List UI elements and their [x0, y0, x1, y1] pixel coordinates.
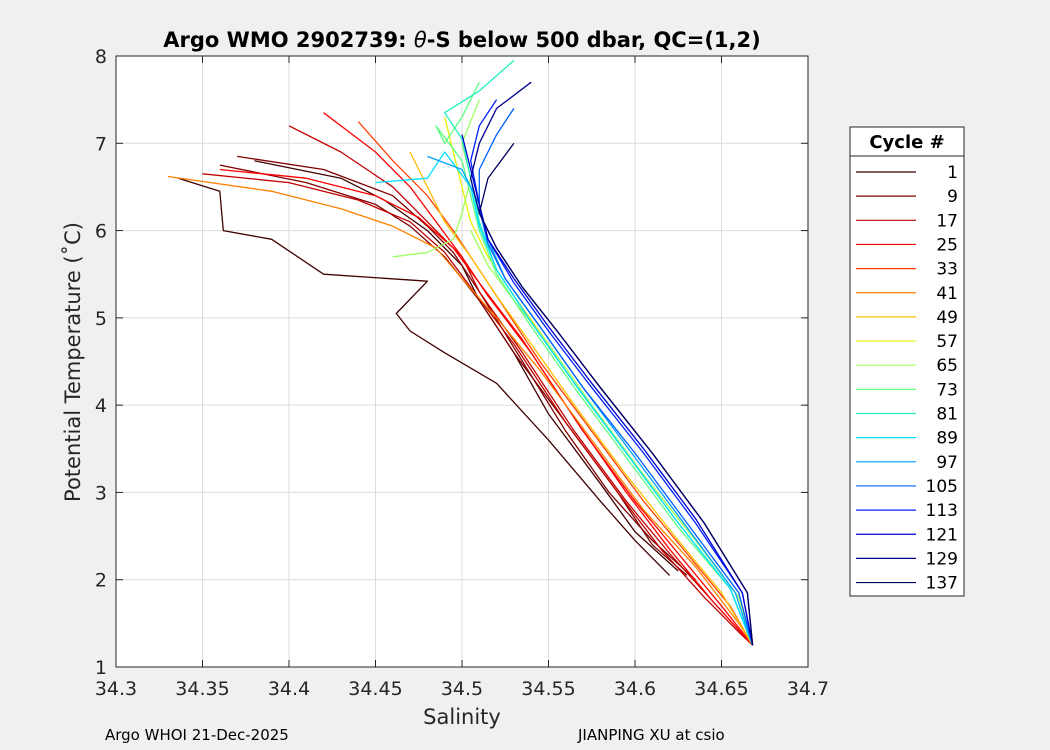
- legend-title: Cycle #: [869, 132, 944, 153]
- series-line-cycle-65: [392, 99, 480, 258]
- legend-label: 97: [936, 453, 958, 473]
- legend-label: 73: [936, 380, 958, 400]
- series-line-cycle-1: [178, 177, 671, 576]
- legend-label: 65: [936, 356, 958, 376]
- y-tick-label: 7: [95, 133, 107, 155]
- series-line-cycle-73: [435, 81, 754, 646]
- legend-label: 17: [936, 211, 958, 231]
- series-line-cycle-89: [375, 151, 754, 646]
- series-group: [167, 59, 754, 646]
- tick-marks: [115, 55, 809, 668]
- legend-label: 57: [936, 332, 958, 352]
- legend-box: [849, 126, 965, 597]
- legend-label: 41: [936, 284, 958, 304]
- y-tick-label: 2: [95, 570, 107, 592]
- x-tick-label: 34.5: [441, 678, 483, 700]
- x-tick-label: 34.3: [95, 678, 137, 700]
- x-tick-label: 34.35: [175, 678, 229, 700]
- series-line-cycle-25: [219, 168, 754, 646]
- legend-label: 1: [947, 163, 958, 183]
- y-tick-label: 1: [95, 657, 107, 679]
- series-line-cycle-9: [219, 164, 688, 576]
- legend: Cycle # 1 9 17 25 33 41 49 57 65 73 81 89 97 105 113 12…: [849, 126, 965, 597]
- x-axis-label: Salinity: [423, 705, 501, 729]
- series-line-cycle-121: [461, 134, 754, 646]
- x-tick-label: 34.55: [521, 678, 575, 700]
- y-tick-label: 8: [95, 46, 107, 68]
- y-tick-labels: 1 2 3 4 5 6 7 8: [95, 46, 107, 679]
- legend-label: 105: [926, 477, 958, 497]
- series-line-cycle-137: [478, 142, 754, 646]
- legend-label: 89: [936, 429, 958, 449]
- legend-entries: 1 9 17 25 33 41 49 57 65 73 81 89 97 105 113 121 129 137: [856, 163, 958, 594]
- legend-label: 49: [936, 308, 958, 328]
- series-line-cycle-49: [409, 151, 754, 646]
- footer-right: JIANPING XU at csio: [577, 726, 725, 744]
- series-line-cycle-33: [357, 121, 754, 646]
- x-tick-label: 34.65: [694, 678, 748, 700]
- y-tick-label: 3: [95, 482, 107, 504]
- legend-label: 121: [926, 525, 958, 545]
- y-axis-label: Potential Temperature (˚C): [61, 222, 85, 502]
- chart-title: Argo WMO 2902739: θ-S below 500 dbar, QC…: [163, 28, 760, 52]
- legend-label: 137: [926, 574, 958, 594]
- series-line-cycle-41: [167, 175, 754, 646]
- series-line-cycle-25: [323, 112, 754, 646]
- legend-label: 9: [947, 187, 958, 207]
- y-tick-label: 6: [95, 221, 107, 243]
- y-tick-label: 5: [95, 308, 107, 330]
- legend-label: 113: [926, 501, 958, 521]
- x-tick-label: 34.7: [787, 678, 829, 700]
- y-tick-label: 4: [95, 395, 107, 417]
- legend-label: 81: [936, 405, 958, 425]
- x-tick-label: 34.45: [348, 678, 402, 700]
- series-line-cycle-105: [478, 108, 754, 646]
- series-line-cycle-17: [202, 173, 754, 646]
- legend-label: 25: [936, 235, 958, 255]
- legend-label: 33: [936, 260, 958, 280]
- x-tick-labels: 34.3 34.35 34.4 34.45 34.5 34.55 34.6 34.65 34.7: [95, 678, 829, 700]
- legend-label: 129: [926, 549, 958, 569]
- footer-left: Argo WHOI 21-Dec-2025: [105, 726, 289, 744]
- series-line-cycle-113: [470, 99, 754, 646]
- x-tick-label: 34.4: [268, 678, 310, 700]
- x-tick-label: 34.6: [614, 678, 656, 700]
